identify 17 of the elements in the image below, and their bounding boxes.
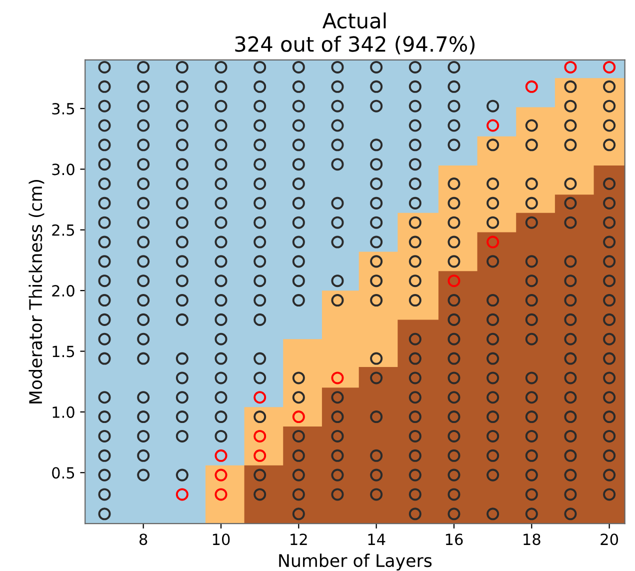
x-tick-label: 16 bbox=[446, 534, 463, 546]
chart-title: Actual 324 out of 342 (94.7%) bbox=[235, 12, 475, 54]
x-tick-label: 18 bbox=[524, 534, 540, 546]
x-tick-label: 14 bbox=[368, 534, 386, 545]
x-tick-label: 12 bbox=[290, 534, 307, 545]
x-axis-title: Number of Layers bbox=[279, 554, 432, 570]
y-tick-label: 1.5 bbox=[52, 346, 74, 358]
y-tick-label: 1.0 bbox=[52, 406, 74, 418]
x-tick-label: 20 bbox=[600, 534, 618, 546]
y-tick-label: 0.5 bbox=[52, 467, 74, 479]
y-tick-label: 2.0 bbox=[52, 285, 74, 297]
y-tick-label: 3.0 bbox=[52, 164, 74, 176]
x-tick-label: 8 bbox=[140, 534, 148, 546]
y-axis-title: Moderator Thickness (cm) bbox=[28, 180, 44, 404]
y-tick-label: 3.5 bbox=[52, 102, 74, 115]
y-tick-label: 2.5 bbox=[52, 224, 74, 236]
x-tick-label: 10 bbox=[212, 534, 230, 546]
